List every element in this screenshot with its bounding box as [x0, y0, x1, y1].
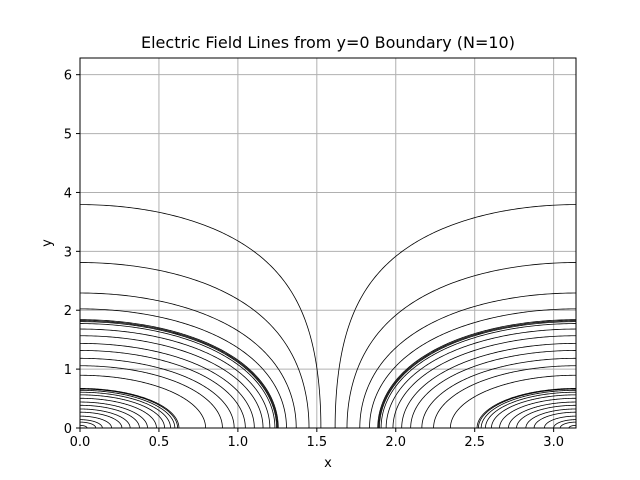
field-line-left-9	[80, 394, 165, 428]
chart-title: Electric Field Lines from y=0 Boundary (…	[141, 33, 515, 52]
field-line-left-26	[80, 292, 297, 428]
y-tick-label-0: 0	[64, 422, 72, 437]
x-axis-label: x	[324, 456, 332, 471]
field-line-right-24	[377, 319, 576, 428]
field-line-right-17	[410, 350, 576, 428]
field-line-left-8	[80, 397, 157, 428]
x-tick-label-1: 0.5	[149, 435, 170, 450]
field-line-left-3	[80, 415, 113, 428]
field-line-right-18	[401, 343, 576, 428]
axes-frame	[79, 57, 577, 429]
x-tick-label-2: 1.0	[228, 435, 249, 450]
y-axis-ticks: 0 1 2 3 4 5 6	[64, 69, 80, 437]
field-line-left-16	[80, 357, 235, 428]
field-line-left-0	[80, 424, 88, 428]
field-line-left-18	[80, 343, 255, 428]
x-tick-label-3: 1.5	[306, 435, 327, 450]
y-tick-label-2: 2	[64, 304, 72, 319]
field-line-left-28	[80, 204, 322, 428]
field-line-right-8	[499, 397, 576, 428]
field-line-left-1	[80, 421, 97, 428]
field-line-right-23	[378, 320, 576, 428]
y-tick-label-3: 3	[64, 245, 72, 260]
field-line-right-27	[346, 262, 576, 428]
field-line-right-21	[380, 323, 576, 428]
field-line-right-19	[392, 335, 576, 428]
y-tick-label-5: 5	[64, 128, 72, 143]
field-line-right-16	[421, 357, 576, 428]
field-line-right-3	[543, 415, 576, 428]
field-line-right-7	[508, 401, 576, 428]
field-line-right-4	[533, 411, 576, 428]
field-line-left-23	[80, 320, 278, 428]
plot-area: 0.0 0.5 1.0 1.5 2.0 2.5 3.0 0 1 2 3 4 5 6	[64, 57, 577, 450]
field-line-left-10	[80, 391, 171, 428]
field-line-right-0	[568, 424, 576, 428]
field-line-right-14	[450, 374, 576, 428]
field-line-left-15	[80, 365, 223, 428]
field-line-right-28	[334, 204, 576, 428]
x-axis-ticks: 0.0 0.5 1.0 1.5 2.0 2.5 3.0	[70, 428, 564, 450]
y-axis-label: y	[40, 239, 55, 247]
field-line-left-22	[80, 321, 277, 428]
field-line-left-11	[80, 389, 176, 428]
field-line-left-4	[80, 411, 123, 428]
field-line-right-20	[385, 328, 576, 428]
field-line-right-6	[516, 404, 576, 428]
field-line-left-6	[80, 404, 140, 428]
x-tick-label-6: 3.0	[543, 435, 564, 450]
field-line-left-5	[80, 408, 131, 428]
field-line-left-27	[80, 262, 310, 428]
field-line-right-10	[485, 391, 576, 428]
x-tick-label-5: 2.5	[464, 435, 485, 450]
y-tick-label-1: 1	[64, 363, 72, 378]
y-tick-label-6: 6	[64, 69, 72, 84]
field-line-left-2	[80, 419, 103, 428]
x-tick-label-4: 2.0	[385, 435, 406, 450]
field-line-left-24	[80, 319, 279, 428]
field-line-left-13	[80, 388, 180, 428]
field-line-left-12	[80, 388, 178, 428]
field-line-left-7	[80, 401, 148, 428]
field-line-left-19	[80, 335, 264, 428]
field-line-left-25	[80, 308, 287, 428]
grid	[79, 58, 576, 429]
field-line-right-13	[476, 388, 576, 428]
field-line-left-21	[80, 323, 276, 428]
field-line-left-17	[80, 350, 246, 428]
x-tick-label-0: 0.0	[70, 435, 91, 450]
field-lines	[80, 204, 576, 428]
field-line-right-2	[553, 419, 576, 428]
field-line-right-11	[480, 389, 576, 428]
field-line-right-1	[559, 421, 576, 428]
field-line-left-14	[80, 374, 206, 428]
field-line-right-12	[478, 388, 576, 428]
field-line-right-26	[359, 292, 576, 428]
y-tick-label-4: 4	[64, 186, 72, 201]
field-line-right-22	[379, 321, 576, 428]
field-line-right-5	[525, 408, 576, 428]
field-line-left-20	[80, 328, 271, 428]
field-line-right-15	[433, 365, 576, 428]
field-line-right-25	[369, 308, 576, 428]
field-line-right-9	[491, 394, 576, 428]
